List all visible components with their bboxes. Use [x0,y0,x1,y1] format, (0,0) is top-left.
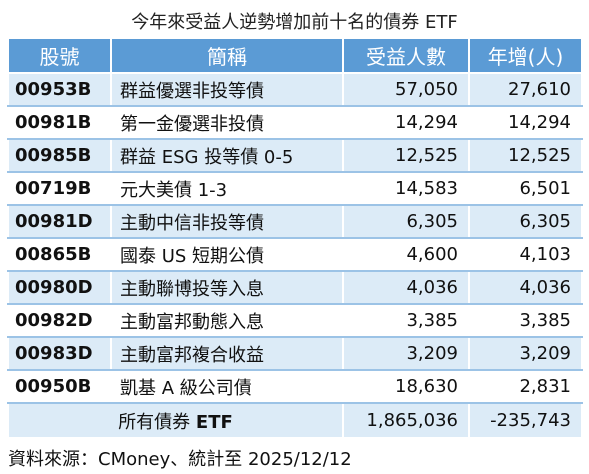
header-name: 簡稱 [110,37,344,74]
table-row: 00953B 群益優選非投等債 57,050 27,610 [7,72,583,107]
row-holders: 3,385 [342,303,470,338]
row-code: 00983D [7,336,112,371]
row-name: 群益 ESG 投等債 0-5 [110,138,344,173]
table-row: 00981D 主動中信非投等債 6,305 6,305 [7,204,583,239]
row-code: 00950B [7,369,112,404]
row-holders: 57,050 [342,72,470,107]
row-name: 凱基 A 級公司債 [110,369,344,404]
total-yoy: -235,743 [468,402,583,439]
row-yoy: 6,305 [468,204,583,239]
row-code: 00981D [7,204,112,239]
row-yoy: 6,501 [468,171,583,206]
table-row: 00981B 第一金優選非投債 14,294 14,294 [7,105,583,140]
row-yoy: 14,294 [468,105,583,140]
row-yoy: 12,525 [468,138,583,173]
row-yoy: 2,831 [468,369,583,404]
table-row: 00950B 凱基 A 級公司債 18,630 2,831 [7,369,583,404]
header-holders: 受益人數 [342,37,470,74]
row-code: 00982D [7,303,112,338]
row-holders: 18,630 [342,369,470,404]
total-label-text: 所有債券 [118,411,191,433]
row-name: 元大美債 1-3 [110,171,344,206]
row-name: 主動中信非投等債 [110,204,344,239]
bond-etf-table: 股號 簡稱 受益人數 年增(人) 00953B 群益優選非投等債 57,050 … [7,37,583,439]
row-yoy: 27,610 [468,72,583,107]
row-holders: 3,209 [342,336,470,371]
row-holders: 14,583 [342,171,470,206]
row-name: 群益優選非投等債 [110,72,344,107]
table-row: 00982D 主動富邦動態入息 3,385 3,385 [7,303,583,338]
header-yoy: 年增(人) [468,37,583,74]
row-name: 第一金優選非投債 [110,105,344,140]
row-holders: 4,036 [342,270,470,305]
table-row: 00719B 元大美債 1-3 14,583 6,501 [7,171,583,206]
row-holders: 12,525 [342,138,470,173]
table-row: 00980D 主動聯博投等入息 4,036 4,036 [7,270,583,305]
row-name: 主動富邦動態入息 [110,303,344,338]
row-holders: 4,600 [342,237,470,272]
row-name: 主動富邦複合收益 [110,336,344,371]
row-name: 主動聯博投等入息 [110,270,344,305]
header-row: 股號 簡稱 受益人數 年增(人) [7,37,583,74]
total-label-suffix: ETF [195,411,233,433]
total-row: 所有債券 ETF 1,865,036 -235,743 [7,402,583,439]
row-code: 00980D [7,270,112,305]
header-code: 股號 [7,37,112,74]
row-code: 00865B [7,237,112,272]
table-title: 今年來受益人逆勢增加前十名的債券 ETF [131,12,458,33]
row-yoy: 3,385 [468,303,583,338]
row-code: 00953B [7,72,112,107]
row-code: 00719B [7,171,112,206]
total-holders: 1,865,036 [342,402,470,439]
table-row: 00985B 群益 ESG 投等債 0-5 12,525 12,525 [7,138,583,173]
row-yoy: 3,209 [468,336,583,371]
row-yoy: 4,036 [468,270,583,305]
row-name: 國泰 US 短期公債 [110,237,344,272]
source-note: 資料來源：CMoney、統計至 2025/12/12 [8,449,352,470]
row-holders: 6,305 [342,204,470,239]
table-row: 00983D 主動富邦複合收益 3,209 3,209 [7,336,583,371]
table-row: 00865B 國泰 US 短期公債 4,600 4,103 [7,237,583,272]
row-code: 00981B [7,105,112,140]
row-yoy: 4,103 [468,237,583,272]
row-code: 00985B [7,138,112,173]
total-label: 所有債券 ETF [7,402,344,439]
row-holders: 14,294 [342,105,470,140]
